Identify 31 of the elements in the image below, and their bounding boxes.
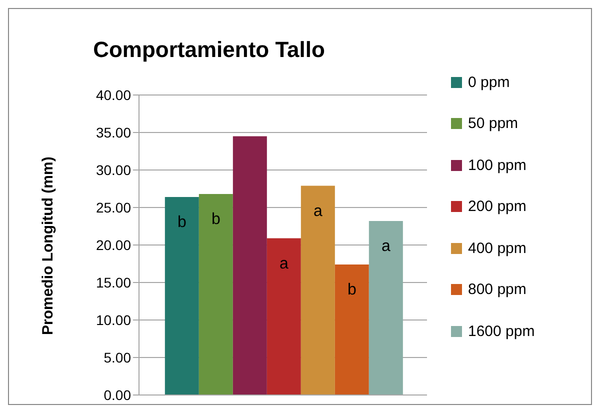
y-tick-label: 25.00	[96, 199, 132, 216]
y-tick-label: 35.00	[96, 124, 132, 140]
data-label: b	[211, 211, 220, 228]
legend-label: 50 ppm	[468, 115, 518, 132]
y-tick-label: 5.00	[104, 349, 132, 366]
legend-label: 400 ppm	[468, 240, 526, 256]
bar	[368, 221, 403, 395]
y-tick-label: 10.00	[96, 312, 132, 328]
bar	[334, 264, 369, 395]
legend-label: 800 ppm	[468, 281, 526, 298]
y-tick-label: 40.00	[96, 86, 132, 103]
legend-label: 1600 ppm	[468, 322, 535, 340]
data-label: a	[313, 202, 322, 220]
legend-label: 100 ppm	[468, 156, 526, 174]
bar	[164, 197, 199, 395]
y-tick-label: 0.00	[104, 386, 132, 403]
data-label: b	[347, 282, 356, 298]
legend-label: 200 ppm	[468, 198, 526, 215]
y-tick-label: 15.00	[96, 274, 132, 290]
y-tick-label: 20.00	[96, 236, 132, 253]
bar	[232, 136, 267, 395]
bar	[198, 194, 233, 395]
chart-title: Comportamiento Tallo	[92, 37, 326, 63]
y-axis-title: Promedio Longitud (mm)	[39, 156, 56, 335]
y-tick-label: 30.00	[96, 162, 132, 178]
legend-label: 0 ppm	[468, 74, 510, 90]
bar	[300, 186, 335, 395]
data-label: a	[279, 255, 288, 272]
data-label: a	[381, 238, 390, 255]
data-label: b	[177, 214, 186, 231]
bar	[266, 238, 301, 395]
